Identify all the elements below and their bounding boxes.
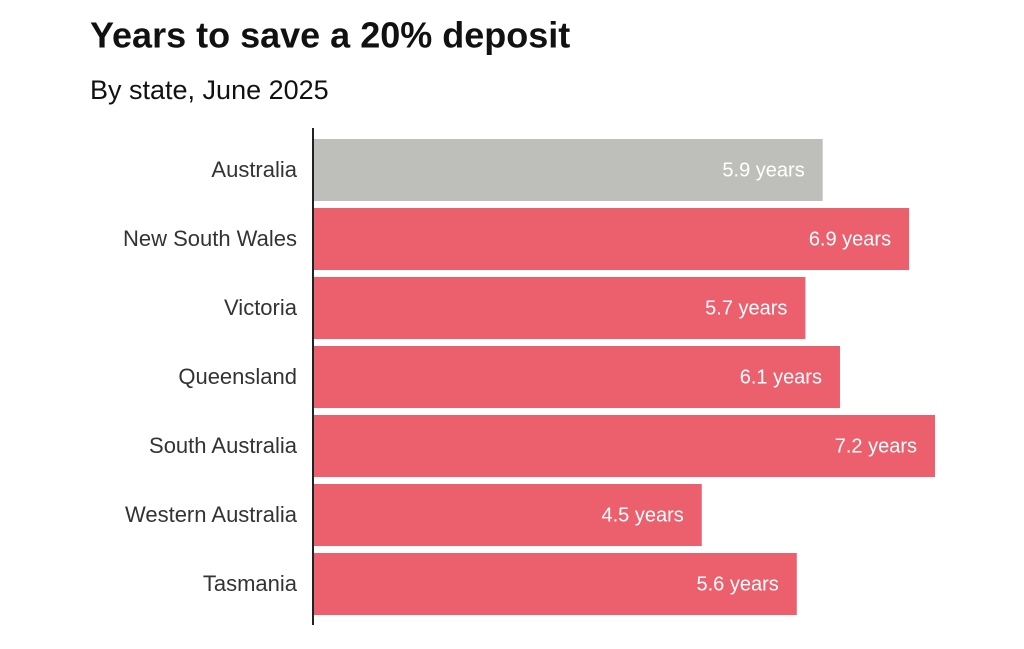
value-label: 7.2 years bbox=[835, 435, 917, 457]
value-label: 5.9 years bbox=[722, 159, 804, 181]
value-label: 5.7 years bbox=[705, 297, 787, 319]
bar bbox=[313, 553, 797, 615]
value-label: 5.6 years bbox=[697, 573, 779, 595]
category-label: Queensland bbox=[178, 364, 297, 389]
value-label: 6.1 years bbox=[740, 366, 822, 388]
bar bbox=[313, 277, 806, 339]
category-label: Australia bbox=[211, 157, 297, 182]
bar bbox=[313, 484, 702, 546]
category-label: New South Wales bbox=[123, 226, 297, 251]
bar bbox=[313, 139, 823, 201]
category-label: Tasmania bbox=[203, 571, 298, 596]
chart-title: Years to save a 20% deposit bbox=[90, 15, 570, 56]
chart-subtitle: By state, June 2025 bbox=[90, 75, 329, 105]
bar bbox=[313, 346, 840, 408]
category-label: Victoria bbox=[224, 295, 298, 320]
bar bbox=[313, 208, 910, 270]
value-label: 4.5 years bbox=[601, 504, 683, 526]
value-label: 6.9 years bbox=[809, 228, 891, 250]
category-label: Western Australia bbox=[125, 502, 298, 527]
bar bbox=[313, 415, 935, 477]
category-label: South Australia bbox=[149, 433, 298, 458]
